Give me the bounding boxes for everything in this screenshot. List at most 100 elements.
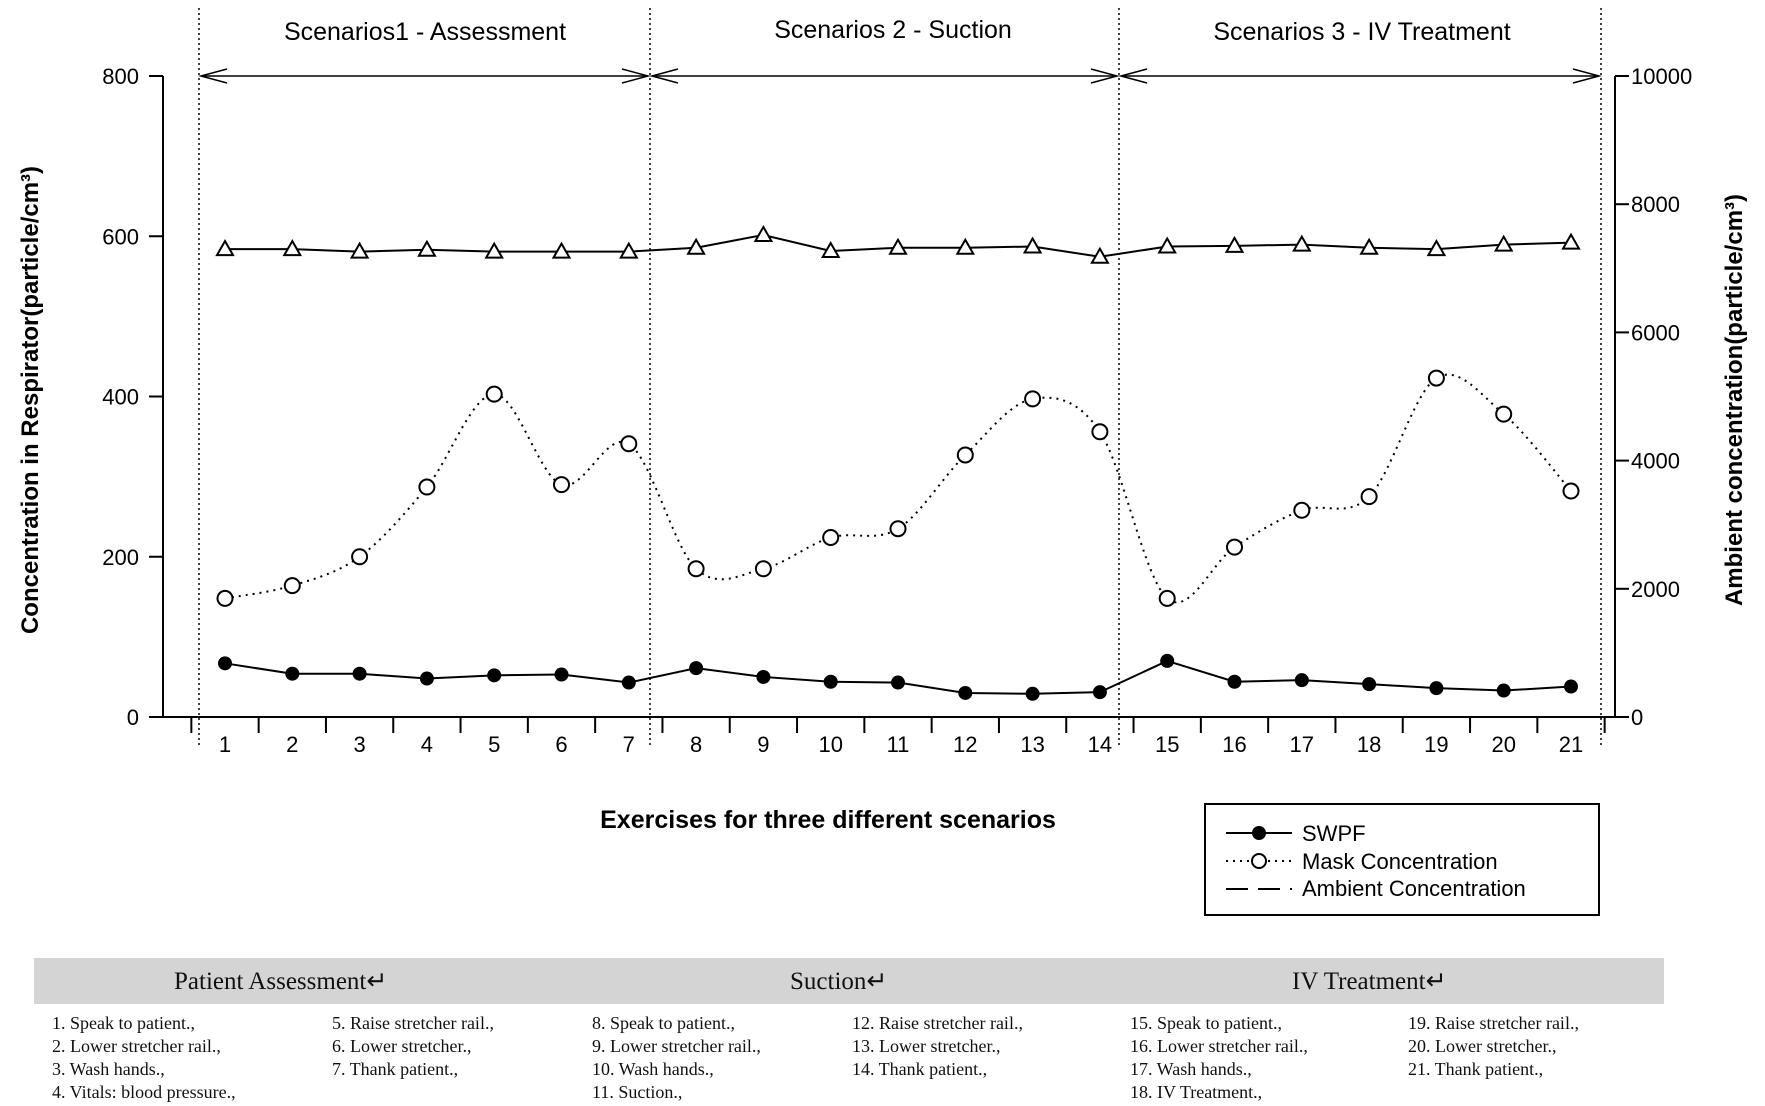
- ambient-point: [1493, 234, 1514, 252]
- exercise-item: 2. Lower stretcher rail.,: [52, 1036, 221, 1056]
- series-mask-line: [224, 373, 1572, 604]
- exercise-item: 5. Raise stretcher rail.,: [332, 1013, 494, 1033]
- exercise-item: 17. Wash hands.,: [1130, 1059, 1252, 1079]
- x-tick-label: 16: [1222, 732, 1246, 757]
- legend: SWPF Mask Concentration Ambient Concentr…: [1204, 803, 1600, 916]
- x-tick-label: 13: [1020, 732, 1044, 757]
- x-tick-label: 21: [1559, 732, 1583, 757]
- section-title-suction: Suction↵: [790, 968, 888, 995]
- mask-point: [687, 560, 705, 578]
- ambient-point: [1224, 235, 1245, 253]
- suction-list-col2: 12. Raise stretcher rail., 13. Lower str…: [852, 1012, 1023, 1081]
- exercise-item: 1. Speak to patient.,: [52, 1013, 195, 1033]
- mask-point: [216, 589, 234, 607]
- y-tick-label: 400: [102, 385, 139, 410]
- y-tick-label: 600: [102, 224, 139, 249]
- x-tick-label: 19: [1424, 732, 1448, 757]
- scenario-arrow-left: [1118, 68, 1148, 84]
- swpf-point: [1294, 673, 1309, 688]
- x-tick-label: 20: [1491, 732, 1515, 757]
- swpf-point: [554, 667, 569, 682]
- mask-point: [1293, 501, 1311, 519]
- ambient-point: [1561, 232, 1581, 250]
- swpf-point: [756, 669, 771, 684]
- x-tick-label: 9: [757, 732, 769, 757]
- scenario-arrow-right: [1090, 68, 1120, 84]
- mask-point: [822, 529, 840, 547]
- swpf-point: [958, 685, 973, 700]
- x-tick-label: 17: [1290, 732, 1314, 757]
- mask-point: [889, 520, 907, 538]
- ambient-point: [888, 237, 908, 255]
- ambient-point: [1426, 239, 1447, 257]
- y2-tick-label: 2000: [1631, 577, 1680, 602]
- swpf-point: [1092, 685, 1107, 700]
- mask-point: [1091, 423, 1109, 441]
- x-tick-label: 18: [1357, 732, 1381, 757]
- swpf-point: [621, 675, 636, 690]
- y2-tick-label: 4000: [1631, 449, 1680, 474]
- ambient-point: [1292, 234, 1312, 252]
- exercise-item: 11. Suction.,: [592, 1082, 683, 1102]
- scenario-arrow-right: [621, 68, 651, 84]
- chart: Scenarios1 - Assessment Scenarios 2 - Su…: [17, 8, 1748, 916]
- x-tick-label: 8: [690, 732, 702, 757]
- x-tick-label: 11: [887, 732, 910, 757]
- exercise-item: 14. Thank patient.,: [852, 1059, 988, 1079]
- ambient-point: [484, 241, 504, 259]
- exercise-item: 13. Lower stretcher.,: [852, 1036, 1001, 1056]
- legend-mask-marker: [1251, 853, 1267, 869]
- swpf-point: [1227, 674, 1242, 689]
- swpf-point: [1160, 653, 1175, 668]
- exercise-item: 8. Speak to patient.,: [592, 1013, 735, 1033]
- swpf-point: [1496, 683, 1511, 698]
- legend-swpf-label: SWPF: [1302, 821, 1366, 846]
- scenario-arrow-right: [1572, 68, 1602, 84]
- assessment-list-col2: 5. Raise stretcher rail., 6. Lower stret…: [332, 1012, 494, 1081]
- x-tick-label: 7: [623, 732, 635, 757]
- ambient-point: [619, 241, 639, 259]
- scenario-title-1: Scenarios1 - Assessment: [284, 18, 566, 46]
- ambient-point: [820, 240, 841, 258]
- x-tick-label: 10: [818, 732, 842, 757]
- x-tick-label: 12: [953, 732, 977, 757]
- ambient-point: [1090, 246, 1110, 264]
- scenario-title-2: Scenarios 2 - Suction: [774, 16, 1012, 44]
- ambient-point: [1359, 237, 1379, 255]
- mask-point: [1495, 405, 1513, 423]
- y-tick-label: 0: [127, 705, 139, 730]
- iv-list-col1: 15. Speak to patient., 16. Lower stretch…: [1130, 1012, 1308, 1104]
- swpf-point: [218, 656, 232, 671]
- x-tick-label: 3: [353, 732, 365, 757]
- x-tick-label: 15: [1155, 732, 1179, 757]
- section-title-assessment: Patient Assessment↵: [174, 968, 388, 995]
- exercise-item: 18. IV Treatment.,: [1130, 1082, 1263, 1102]
- x-axis-title: Exercises for three different scenarios: [600, 806, 1056, 834]
- exercise-item: 10. Wash hands.,: [592, 1059, 714, 1079]
- swpf-point: [487, 668, 502, 683]
- x-tick-label: 5: [488, 732, 500, 757]
- y-axis-title: Concentration in Respirator(particle/cm³…: [17, 166, 44, 634]
- x-tick-label: 6: [555, 732, 567, 757]
- scenario-arrow-left: [649, 68, 679, 84]
- mask-point: [1360, 488, 1378, 506]
- ambient-point: [349, 241, 370, 259]
- ambient-point: [282, 239, 303, 257]
- legend-box: [1204, 803, 1600, 916]
- exercise-item: 15. Speak to patient.,: [1130, 1013, 1282, 1033]
- ambient-point: [1022, 236, 1043, 254]
- swpf-point: [1025, 686, 1040, 701]
- exercise-item: 20. Lower stretcher.,: [1408, 1036, 1557, 1056]
- swpf-point: [1362, 677, 1377, 692]
- exercise-table: Patient Assessment↵ Suction↵ IV Treatmen…: [34, 958, 1664, 1102]
- ambient-point: [955, 237, 976, 255]
- y2-tick-label: 10000: [1631, 64, 1692, 89]
- swpf-point: [1564, 679, 1578, 694]
- x-tick-label: 2: [286, 732, 298, 757]
- mask-point: [283, 577, 301, 595]
- scenario-dividers: [198, 8, 1602, 746]
- legend-swpf-marker: [1252, 826, 1266, 840]
- swpf-point: [1429, 681, 1444, 696]
- mask-point: [1427, 369, 1445, 387]
